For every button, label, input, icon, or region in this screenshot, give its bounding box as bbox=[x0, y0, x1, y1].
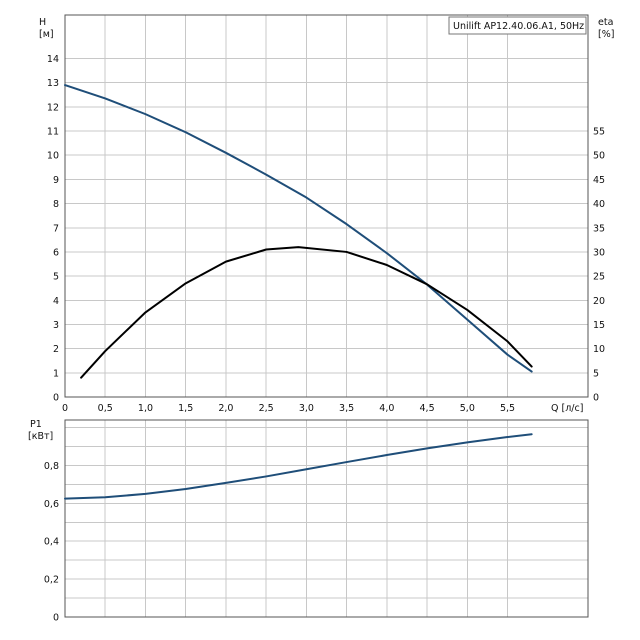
y-right-tick-label: 45 bbox=[593, 175, 605, 186]
y-left-tick-label: 12 bbox=[47, 102, 59, 113]
legend-text: Unilift AP12.40.06.A1, 50Hz bbox=[453, 21, 584, 32]
y-left-tick-label: 2 bbox=[53, 344, 59, 355]
y-right-tick-label: 5 bbox=[593, 368, 599, 379]
x-axis-label: Q [л/с] bbox=[551, 403, 583, 414]
power-panel: 0 0,2 0,4 0,6 0,8 P1[кВт] bbox=[28, 419, 589, 624]
plot-frame bbox=[64, 14, 589, 398]
y-right-tick-label: 55 bbox=[593, 127, 605, 138]
y-left-axis-unit: [м] bbox=[39, 29, 54, 40]
x-tick-label: 0 bbox=[62, 403, 68, 414]
y-left-tick-label: 0,6 bbox=[44, 499, 59, 510]
y-right-tick-label: 50 bbox=[593, 151, 605, 162]
x-tick-label: 0,5 bbox=[98, 403, 113, 414]
x-tick-label: 1,0 bbox=[138, 403, 153, 414]
y-left-tick-label: 10 bbox=[47, 151, 59, 162]
y-left-tick-label: 0 bbox=[53, 393, 59, 404]
y-left-tick-label: 3 bbox=[53, 320, 59, 331]
y-left-tick-label: 11 bbox=[47, 127, 59, 138]
y-left-tick-label: 7 bbox=[53, 223, 59, 234]
y-left-tick-label: 13 bbox=[47, 78, 59, 89]
x-tick-label: 5,0 bbox=[460, 403, 475, 414]
plot-frame bbox=[64, 419, 589, 618]
y-left-axis-title: H bbox=[39, 17, 46, 28]
y-left-tick-label: 8 bbox=[53, 199, 59, 210]
x-tick-label: 1,5 bbox=[178, 403, 193, 414]
y-left-tick-label: 0,4 bbox=[44, 537, 59, 548]
efficiency-curve-line bbox=[80, 246, 533, 379]
y-left-tick-label: 6 bbox=[53, 247, 59, 258]
x-tick-label: 2,0 bbox=[218, 403, 233, 414]
y-left-tick-label: 14 bbox=[47, 54, 59, 65]
head-efficiency-panel: 0123456789101112131405101520253035404550… bbox=[39, 14, 614, 414]
y-left-tick-label: 0,8 bbox=[44, 461, 59, 472]
y-right-tick-label: 10 bbox=[593, 344, 605, 355]
y-left-axis-title: P1 bbox=[30, 419, 42, 430]
y-right-axis-title: eta bbox=[598, 17, 613, 28]
x-tick-label: 2,5 bbox=[259, 403, 274, 414]
x-tick-label: 5,5 bbox=[500, 403, 515, 414]
y-right-tick-label: 40 bbox=[593, 199, 605, 210]
x-tick-label: 4,5 bbox=[420, 403, 435, 414]
y-right-tick-label: 20 bbox=[593, 296, 605, 307]
head-curve-line bbox=[64, 84, 533, 373]
y-left-axis-unit: [кВт] bbox=[28, 431, 53, 442]
legend-box bbox=[448, 16, 587, 35]
y-right-tick-label: 30 bbox=[593, 247, 605, 258]
y-right-tick-label: 15 bbox=[593, 320, 605, 331]
x-tick-label: 3,5 bbox=[339, 403, 354, 414]
y-left-tick-label: 1 bbox=[53, 368, 59, 379]
x-tick-label: 4,0 bbox=[379, 403, 394, 414]
y-right-tick-label: 25 bbox=[593, 272, 605, 283]
y-right-tick-label: 0 bbox=[593, 393, 599, 404]
y-left-tick-label: 9 bbox=[53, 175, 59, 186]
y-left-tick-label: 4 bbox=[53, 296, 59, 307]
y-right-tick-label: 35 bbox=[593, 223, 605, 234]
y-left-tick-label: 0,2 bbox=[44, 575, 59, 586]
power-curve-line bbox=[64, 433, 533, 500]
x-tick-label: 3,0 bbox=[299, 403, 314, 414]
y-left-tick-label: 5 bbox=[53, 272, 59, 283]
y-right-axis-unit: [%] bbox=[598, 29, 614, 40]
y-left-tick-label: 0 bbox=[53, 613, 59, 624]
